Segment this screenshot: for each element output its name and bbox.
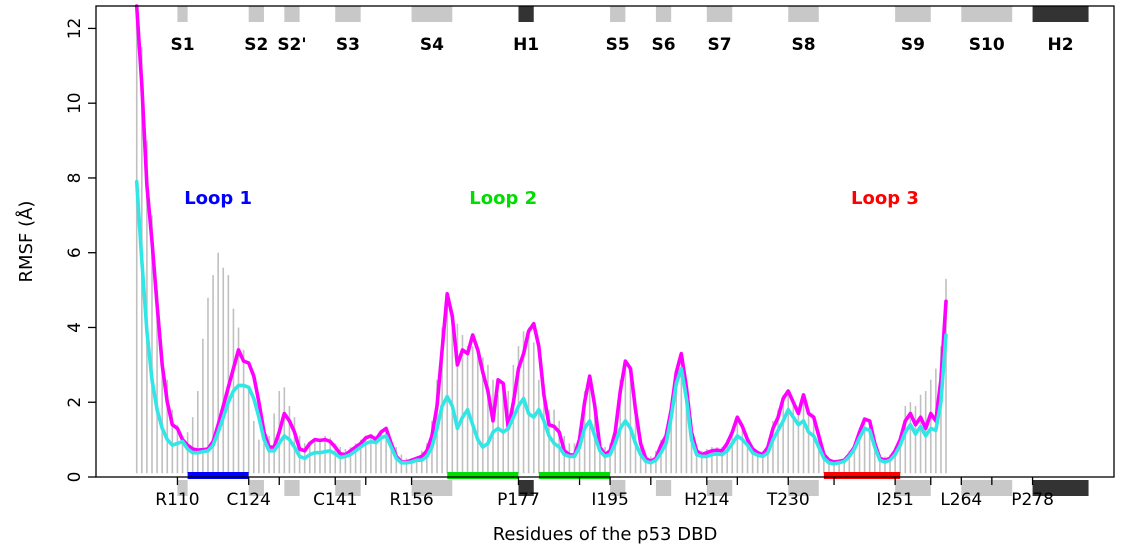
ss-block-top — [706, 6, 733, 22]
y-axis: 0 2 4 6 8 10 12 — [65, 18, 96, 483]
x-tick-label: P278 — [1011, 490, 1054, 510]
ss-block-bottom — [655, 480, 672, 496]
ss-block-top — [610, 6, 626, 22]
ss-label: H2 — [1048, 35, 1074, 55]
loop-label: Loop 1 — [184, 188, 252, 209]
x-tick-label: R156 — [389, 490, 433, 510]
ss-block-top — [411, 6, 453, 22]
y-tick-label: 12 — [65, 18, 85, 40]
x-tick-label: L264 — [940, 490, 982, 510]
x-axis-title: Residues of the p53 DBD — [493, 524, 718, 545]
series-line — [134, 179, 948, 466]
ss-block-bottom — [335, 480, 361, 496]
ss-label: S4 — [420, 35, 444, 55]
x-tick-label: H214 — [684, 490, 729, 510]
loop-label: Loop 2 — [469, 188, 537, 209]
y-tick-label: 2 — [65, 397, 85, 408]
ss-label: S6 — [651, 35, 675, 55]
ss-block-bottom — [788, 480, 819, 496]
ss-label: S1 — [170, 35, 194, 55]
y-tick-label: 0 — [65, 472, 85, 483]
ss-label: S9 — [901, 35, 925, 55]
ss-block-top — [248, 6, 264, 22]
x-tick-label: T230 — [766, 490, 810, 510]
ss-block-bottom — [961, 480, 1013, 496]
ss-block-top — [788, 6, 819, 22]
ss-block-top — [961, 6, 1013, 22]
ss-label: S7 — [707, 35, 731, 55]
x-tick-label: P177 — [497, 490, 540, 510]
ss-block-bottom — [177, 480, 188, 496]
loop-bar — [187, 472, 249, 479]
y-tick-label: 6 — [65, 247, 85, 258]
x-tick-label: C124 — [227, 490, 271, 510]
y-tick-label: 10 — [65, 92, 85, 114]
x-axis: R110 C124 C141 R156 P177 I195 H214 T230 I251 L264… — [155, 477, 1054, 510]
loop-bar — [538, 472, 611, 479]
x-tick-label: C141 — [313, 490, 357, 510]
ss-block-bottom — [610, 480, 626, 496]
ss-block-top — [335, 6, 361, 22]
y-tick-label: 8 — [65, 173, 85, 184]
loop-bar — [447, 472, 519, 479]
ss-block-top — [284, 6, 300, 22]
y-axis-title: RMSF (Å) — [15, 201, 37, 283]
ss-block-bottom — [895, 480, 931, 496]
ss-block-top — [895, 6, 931, 22]
ss-label: S2' — [277, 35, 306, 55]
x-tick-label: I251 — [876, 490, 913, 510]
secondary-structure-track: S1 S2 S2' S3 S4 H1 S5 S6 S7 S8 S9 S10 H2 — [170, 6, 1089, 496]
plot-frame — [95, 5, 1115, 478]
ss-block-top — [1032, 6, 1089, 22]
ss-label: S8 — [791, 35, 815, 55]
ss-label: S5 — [606, 35, 630, 55]
ss-block-bottom — [706, 480, 733, 496]
ss-label: H1 — [513, 35, 539, 55]
ss-block-bottom — [518, 480, 534, 496]
ss-label: S10 — [969, 35, 1005, 55]
ss-block-bottom — [1032, 480, 1089, 496]
ss-block-top — [655, 6, 672, 22]
ss-label: S3 — [336, 35, 360, 55]
ss-block-bottom — [248, 480, 264, 496]
x-tick-label: I195 — [591, 490, 628, 510]
loop-markers: Loop 1 Loop 2 Loop 3 — [184, 188, 919, 479]
ss-block-bottom — [411, 480, 453, 496]
y-tick-label: 4 — [65, 322, 85, 333]
rmsf-series — [134, 4, 948, 466]
ss-block-bottom — [284, 480, 300, 496]
ss-block-top — [518, 6, 534, 22]
ss-label: S2 — [244, 35, 268, 55]
loop-label: Loop 3 — [851, 188, 919, 209]
ss-block-top — [177, 6, 188, 22]
loop-bar — [823, 472, 901, 479]
x-tick-label: R110 — [155, 490, 199, 510]
series-line — [134, 4, 948, 464]
